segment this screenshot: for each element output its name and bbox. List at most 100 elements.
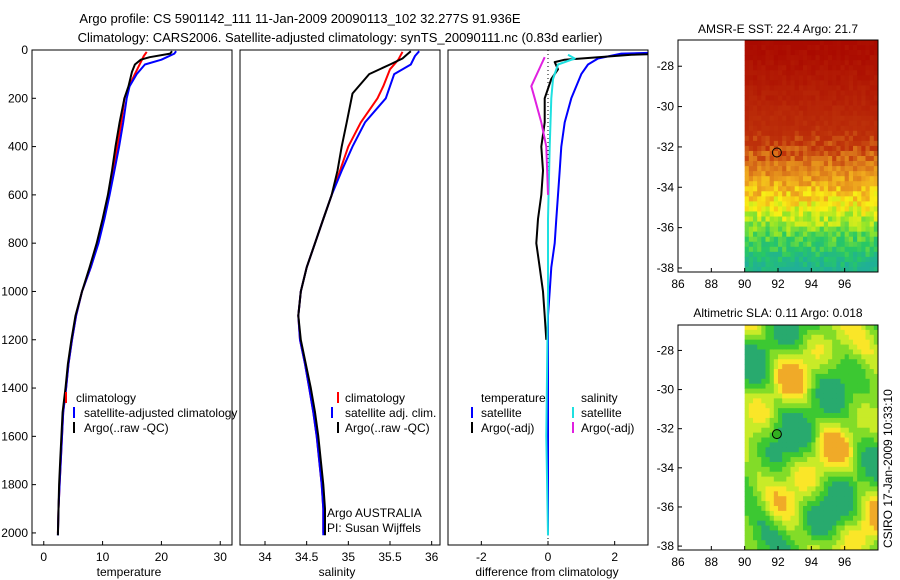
map-cell xyxy=(778,393,783,399)
map-cell xyxy=(753,211,758,217)
map-cell xyxy=(761,206,766,212)
difference-x-ticks: -2 0 2 xyxy=(476,541,618,564)
map-cell xyxy=(786,135,791,142)
map-cell xyxy=(807,100,812,106)
sst-map-cells xyxy=(744,40,879,273)
map-cell xyxy=(786,442,791,448)
map-cell xyxy=(748,393,754,399)
map-cell xyxy=(823,246,829,253)
map-cell xyxy=(790,442,796,448)
map-cell xyxy=(811,403,816,409)
map-cell xyxy=(782,520,787,526)
map-cell xyxy=(869,256,875,263)
map-cell xyxy=(807,442,812,448)
map-cell xyxy=(782,408,787,414)
map-cell xyxy=(811,339,816,345)
x-tick-label: 20 xyxy=(155,550,169,564)
map-cell xyxy=(765,496,771,502)
map-cell xyxy=(790,196,796,202)
map-cell xyxy=(748,505,754,512)
map-cell xyxy=(865,442,871,448)
map-cell xyxy=(873,535,879,541)
map-cell xyxy=(790,530,796,536)
map-cell xyxy=(773,105,779,112)
map-cell xyxy=(857,171,862,177)
map-cell xyxy=(857,491,862,497)
map-cell xyxy=(744,191,750,197)
map-cell xyxy=(873,447,879,453)
map-cell xyxy=(778,457,783,463)
map-cell xyxy=(786,140,791,147)
map-cell xyxy=(757,135,762,142)
map-cell xyxy=(840,452,846,458)
map-cell xyxy=(807,466,812,473)
map-cell xyxy=(803,171,808,177)
map-cell xyxy=(815,85,821,91)
map-cell xyxy=(790,540,796,546)
map-cell xyxy=(869,140,875,147)
map-cell xyxy=(811,221,816,228)
map-cell xyxy=(761,201,766,207)
map-cell xyxy=(807,256,812,263)
map-cell xyxy=(744,80,750,86)
map-cell xyxy=(786,510,791,517)
map-cell xyxy=(836,530,841,536)
map-cell xyxy=(744,135,750,142)
map-cell xyxy=(773,150,779,157)
map-cell xyxy=(869,486,875,492)
map-cell xyxy=(757,50,762,56)
map-cell xyxy=(828,344,833,350)
map-cell xyxy=(857,329,862,336)
series-line-argo-raw-qc- xyxy=(56,50,173,536)
map-cell xyxy=(873,145,879,152)
map-cell xyxy=(765,130,771,137)
map-cell xyxy=(823,373,829,380)
map-cell xyxy=(778,403,783,409)
map-cell xyxy=(782,354,787,360)
map-cell xyxy=(773,481,779,487)
map-cell xyxy=(807,231,812,238)
map-cell xyxy=(773,437,779,443)
map-cell xyxy=(773,466,779,473)
map-cell xyxy=(815,398,821,404)
map-cell xyxy=(861,261,866,268)
map-cell xyxy=(757,417,762,424)
map-cell xyxy=(778,241,783,248)
map-cell xyxy=(798,329,804,336)
map-cell xyxy=(765,115,771,122)
map-cell xyxy=(844,236,850,243)
map-cell xyxy=(769,120,775,127)
map-cell xyxy=(848,206,854,212)
map-cell xyxy=(773,140,779,147)
map-cell xyxy=(769,359,775,365)
temperature-lines xyxy=(56,50,177,536)
map-cell xyxy=(761,95,766,101)
map-cell xyxy=(811,329,816,336)
map-cell xyxy=(798,236,804,243)
map-cell xyxy=(753,461,758,468)
map-cell xyxy=(794,156,800,162)
map-cell xyxy=(828,60,833,66)
map-cell xyxy=(790,393,796,399)
map-cell xyxy=(828,100,833,106)
sst-map-y-ticks: -28-30-32-34-36-38 xyxy=(657,59,682,275)
map-cell xyxy=(753,171,758,177)
map-cell xyxy=(873,373,879,380)
map-cell xyxy=(857,373,862,380)
map-cell xyxy=(869,171,875,177)
map-cell xyxy=(811,55,816,61)
map-cell xyxy=(861,251,866,258)
map-cell xyxy=(873,156,879,162)
map-cell xyxy=(757,481,762,487)
map-cell xyxy=(848,525,854,531)
map-cell xyxy=(794,231,800,238)
map-cell xyxy=(765,373,771,380)
map-cell xyxy=(798,378,804,385)
map-cell xyxy=(761,505,766,512)
map-x-tick-label: 92 xyxy=(771,555,785,569)
map-cell xyxy=(794,476,800,482)
map-cell xyxy=(769,398,775,404)
map-cell xyxy=(769,171,775,177)
map-cell xyxy=(782,505,787,512)
map-cell xyxy=(798,422,804,429)
